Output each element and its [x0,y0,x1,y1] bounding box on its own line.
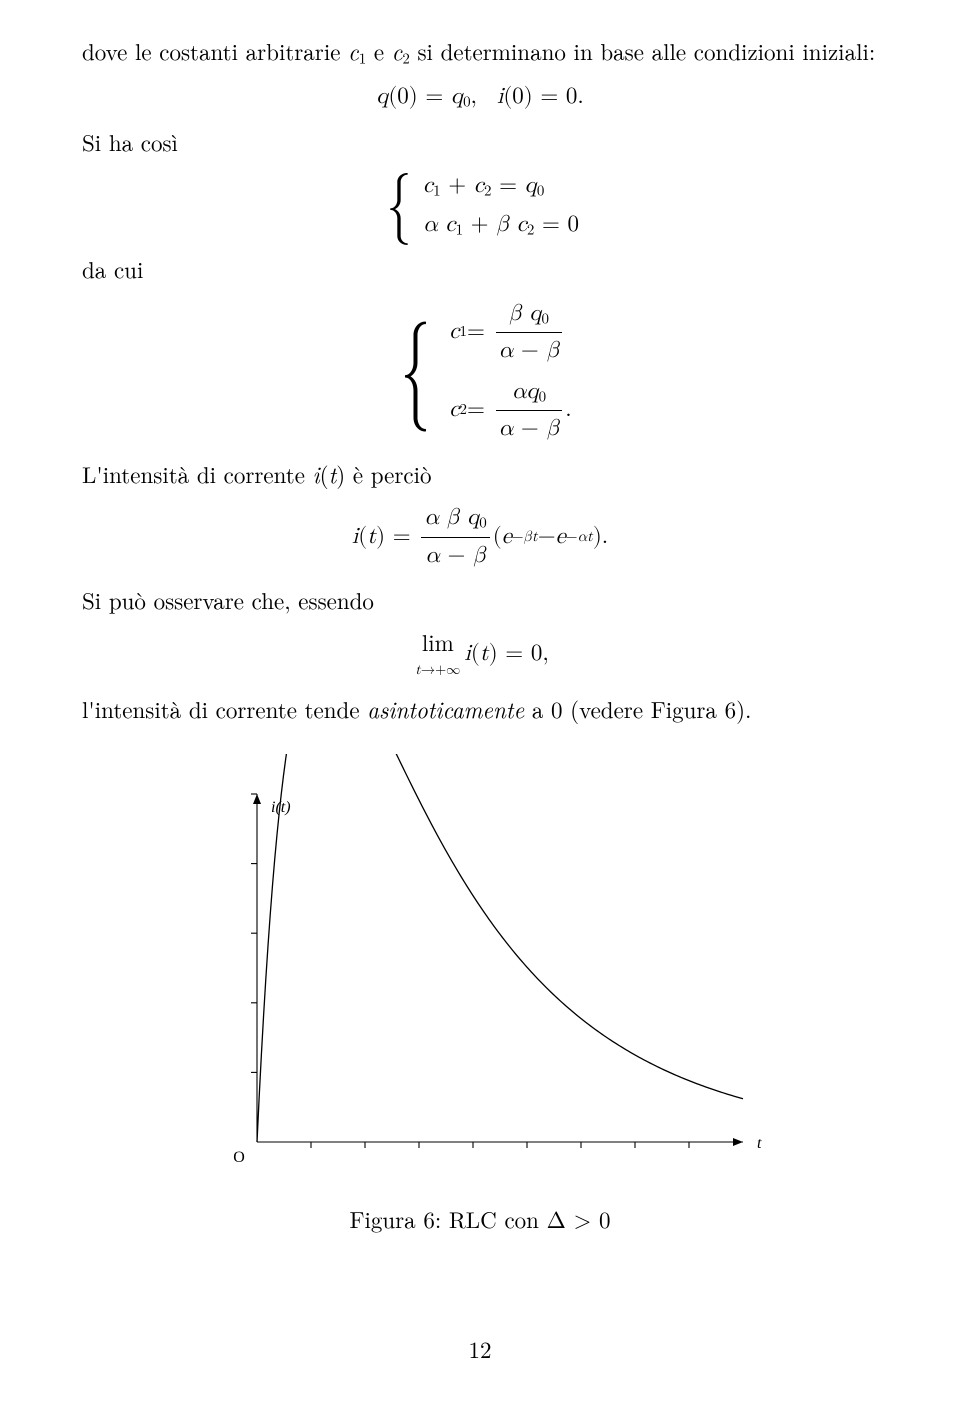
fig6-chart: Oti(t) [185,754,775,1184]
line-5: Si può osservare che, essendo [82,583,878,618]
line-1: dove le costanti arbitrarie c1 e c2 si d… [82,34,878,70]
line-3: da cui [82,252,878,287]
fig6-caption: Figura 6: RLC con Δ > 0 [82,1202,878,1237]
line-2: Si ha così [82,125,878,160]
eq-initial: q(0) = q0,i(0) = 0. [82,80,878,115]
svg-text:O: O [233,1149,245,1166]
line-6: l'intensità di corrente tende asintotica… [82,692,878,727]
eq-system1: { c1 + c2 = q0 α c1 + β c2 = 0 [82,169,878,242]
line-4: L'intensità di corrente i(t) è perciò [82,457,878,492]
eq-system2: { c1 = β q0 α − β c2 = αq0 α − β . [82,297,878,447]
svg-text:t: t [757,1135,762,1152]
eq-lim: lim t→+∞ i(t) = 0, [82,628,878,682]
figure-6: Oti(t) Figura 6: RLC con Δ > 0 [82,754,878,1237]
eq-it: i(t) = α β q0 α − β (e−βt − e−αt). [82,501,878,573]
page-number: 12 [0,1332,960,1367]
